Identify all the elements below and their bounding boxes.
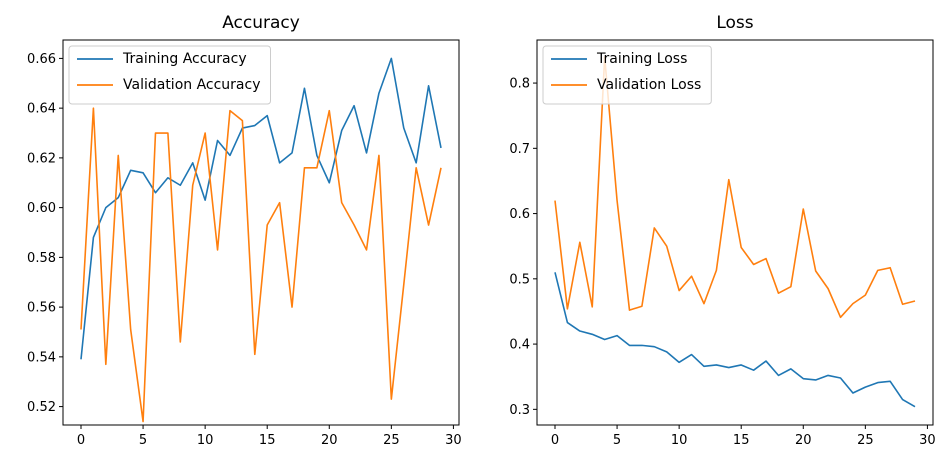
accuracy-series-training-line	[80, 57, 442, 360]
accuracy-chart: Accuracy 0 5 10 15 20 25 30 0.520.540.560.580.…	[27, 13, 462, 448]
legend-label-training-loss: Training Loss	[596, 51, 687, 67]
legend-label-training-accuracy: Training Accuracy	[122, 51, 247, 67]
accuracy-x-tick-label: 10	[197, 433, 214, 448]
loss-legend-box	[542, 45, 712, 105]
accuracy-plot-frame	[62, 39, 460, 426]
accuracy-y-tick-label: 0.52	[27, 400, 56, 415]
loss-x-tick-label: 0	[551, 433, 559, 448]
accuracy-y-tick-label: 0.56	[27, 301, 56, 316]
accuracy-y-tick-label: 0.66	[27, 52, 56, 67]
loss-plot-frame	[536, 39, 934, 426]
loss-x-tick-label: 25	[857, 433, 874, 448]
legend-label-validation-loss: Validation Loss	[597, 77, 701, 93]
accuracy-y-tick-label: 0.60	[27, 201, 56, 216]
loss-legend: Training Loss Validation Loss	[542, 45, 712, 105]
accuracy-x-tick-label: 20	[321, 433, 338, 448]
loss-chart-title: Loss	[716, 13, 753, 33]
accuracy-x-tick-label: 30	[445, 433, 462, 448]
accuracy-y-tick-label: 0.62	[27, 151, 56, 166]
accuracy-y-axis: 0.52 0.54 0.56 0.58 0.60 0.62 0.64 0.66	[27, 52, 63, 415]
accuracy-y-tick-label: 0.54	[27, 350, 56, 365]
loss-series-layer	[554, 56, 916, 408]
loss-x-tick-label: 15	[733, 433, 750, 448]
loss-x-axis: 0 5 10 15 20 25 30	[551, 425, 936, 448]
accuracy-series-validation-line	[80, 107, 442, 423]
loss-y-tick-label: 0.3	[509, 403, 530, 418]
loss-x-tick-label: 20	[795, 433, 812, 448]
loss-x-tick-label: 30	[919, 433, 936, 448]
legend-label-validation-accuracy: Validation Accuracy	[123, 77, 261, 93]
loss-y-tick-label: 0.6	[509, 207, 530, 222]
loss-y-axis: 0.3 0.4 0.5 0.6 0.7 0.8	[509, 77, 537, 418]
accuracy-legend-box	[68, 45, 271, 105]
loss-series-validation-line	[554, 56, 916, 319]
loss-y-tick-label: 0.5	[509, 272, 530, 287]
accuracy-x-tick-label: 0	[77, 433, 85, 448]
accuracy-x-tick-label: 5	[139, 433, 147, 448]
accuracy-chart-title: Accuracy	[222, 13, 300, 33]
loss-y-tick-label: 0.8	[509, 77, 530, 92]
accuracy-series-layer	[80, 57, 442, 423]
loss-x-tick-label: 5	[613, 433, 621, 448]
accuracy-x-tick-label: 15	[259, 433, 276, 448]
accuracy-legend: Training Accuracy Validation Accuracy	[68, 45, 271, 105]
loss-y-tick-label: 0.7	[509, 142, 530, 157]
accuracy-y-tick-label: 0.64	[27, 102, 56, 117]
accuracy-x-tick-label: 25	[383, 433, 400, 448]
loss-series-training-line	[554, 272, 916, 408]
loss-y-tick-label: 0.4	[509, 338, 530, 353]
loss-x-tick-label: 10	[671, 433, 688, 448]
loss-chart: Loss 0 5 10 15 20 25 30 0.3 0.4 0.5 0.6 0.7 0.8 Tra…	[509, 13, 935, 448]
accuracy-y-tick-label: 0.58	[27, 251, 56, 266]
accuracy-x-axis: 0 5 10 15 20 25 30	[77, 425, 462, 448]
